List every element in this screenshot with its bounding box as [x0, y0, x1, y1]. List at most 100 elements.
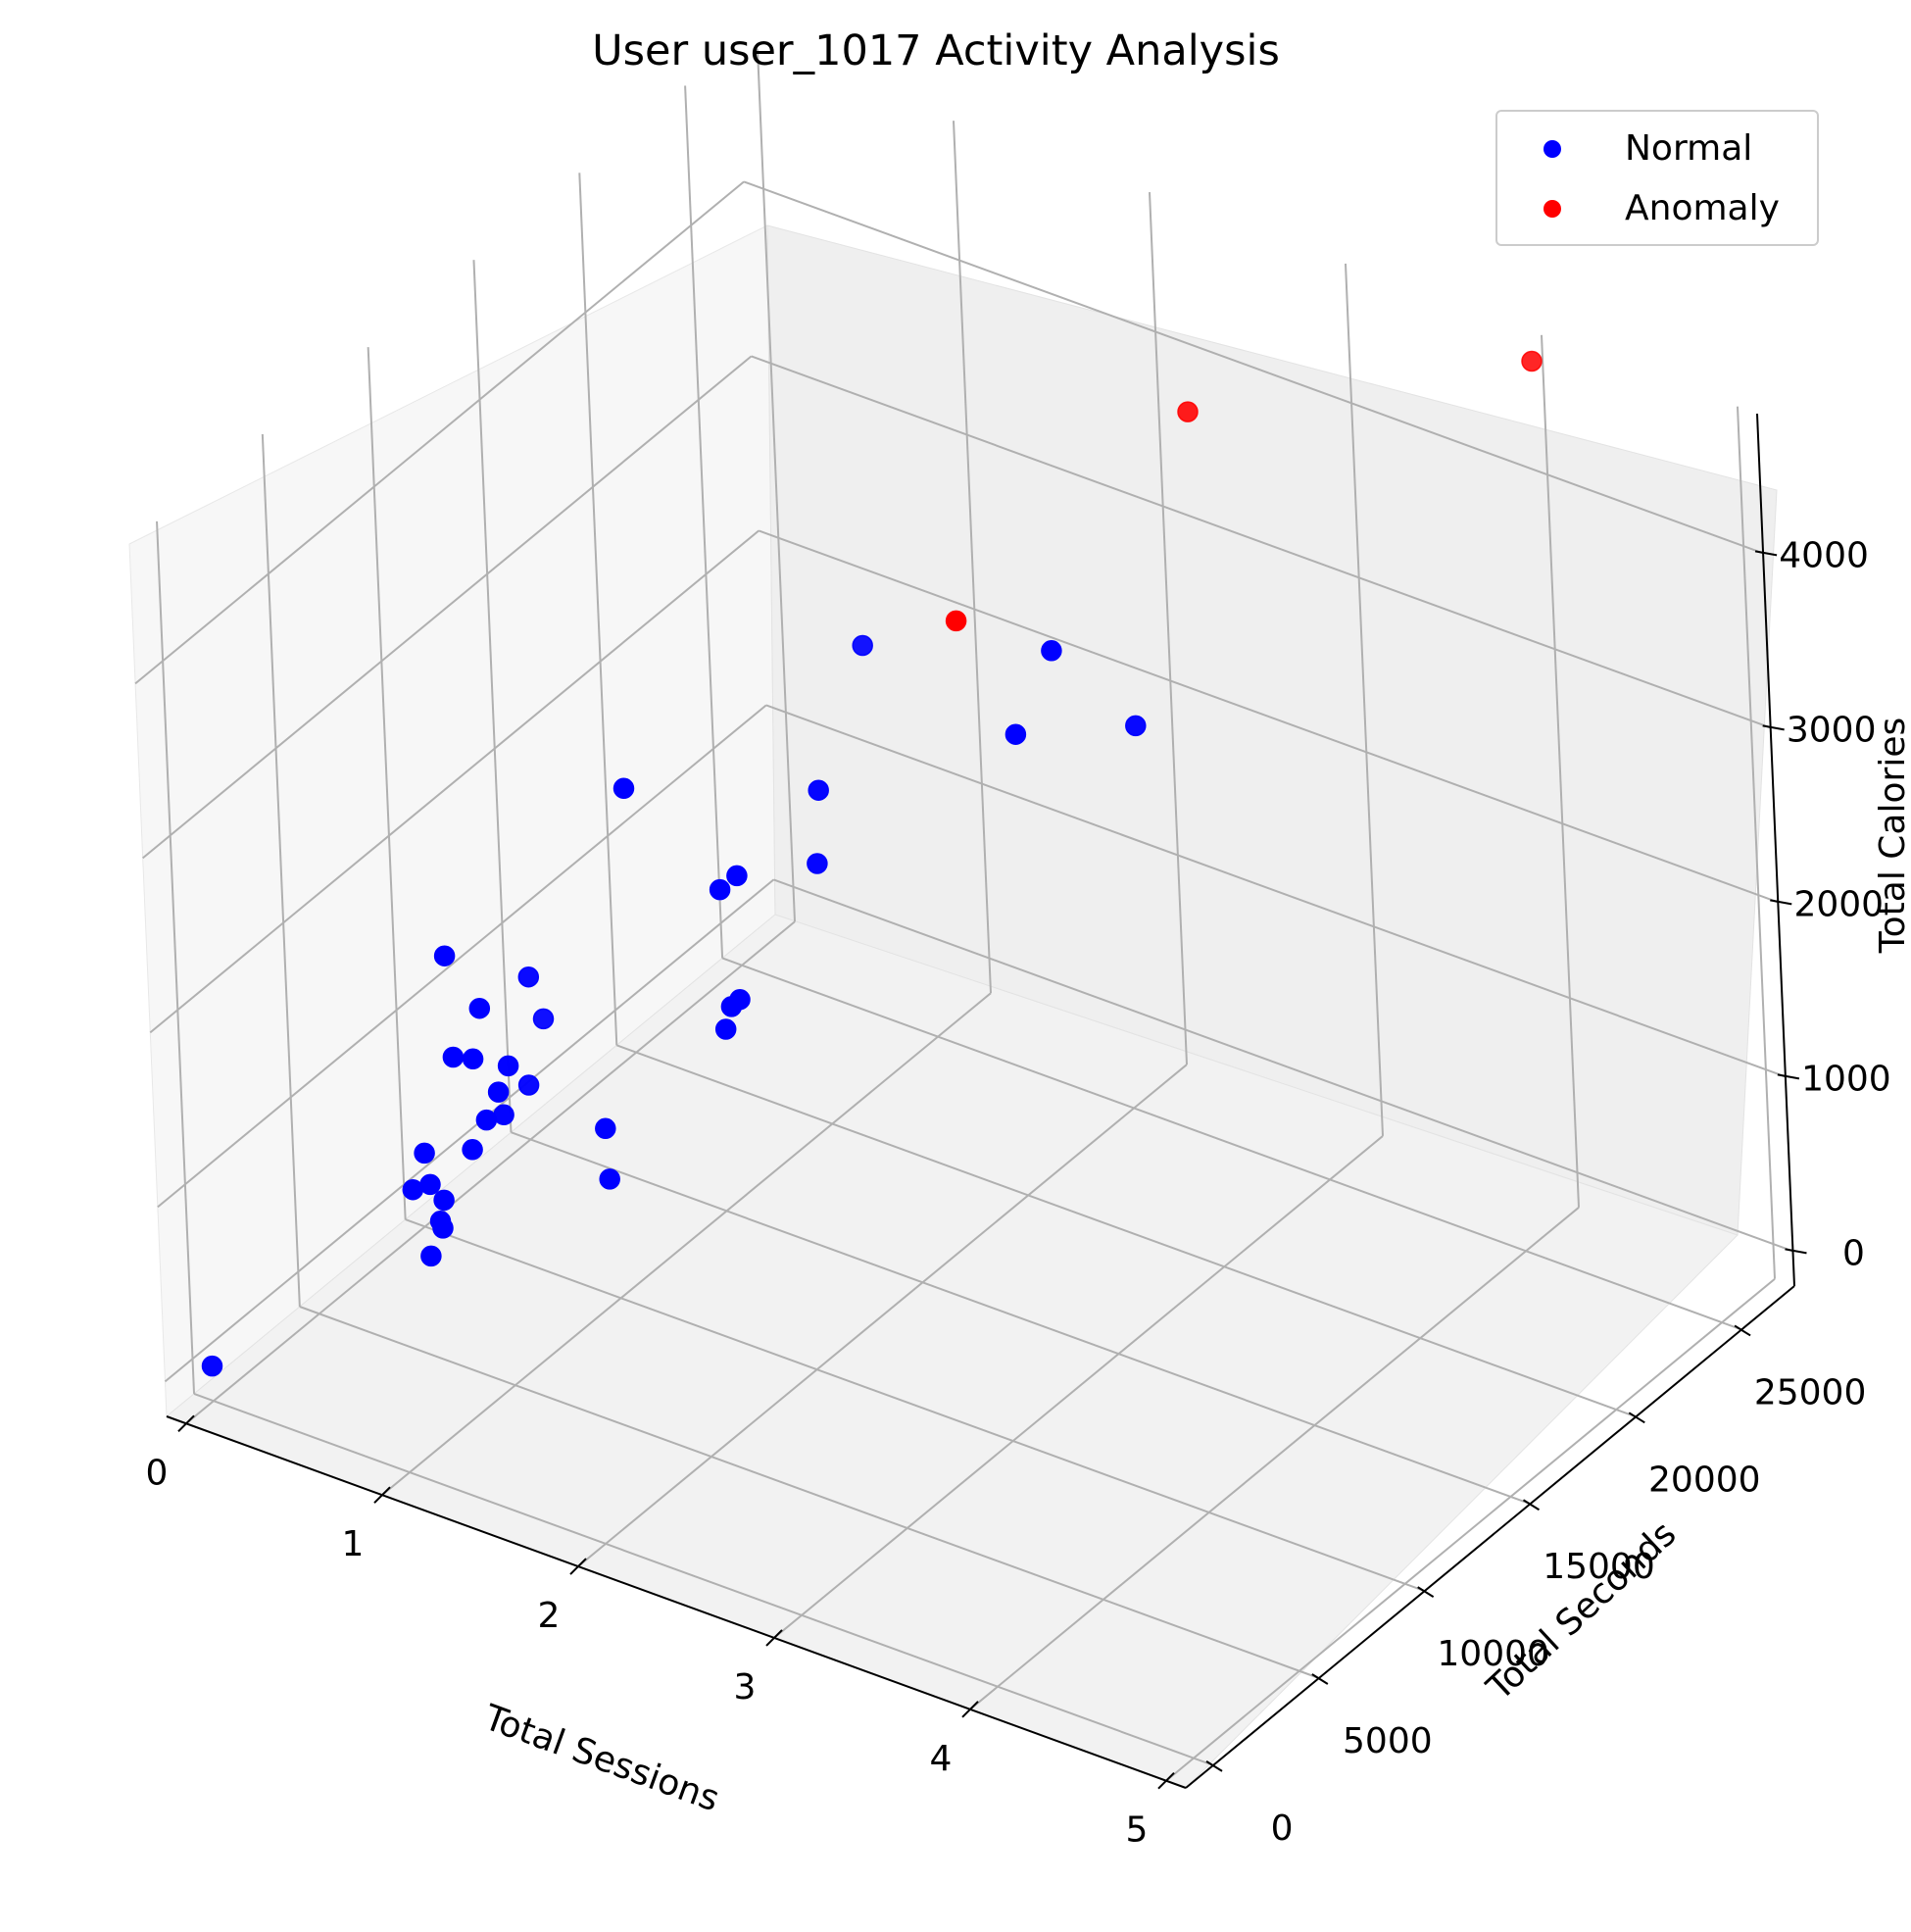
gridline-left-y	[578, 173, 618, 1046]
legend-label-anomaly: Anomaly	[1625, 188, 1780, 228]
gridline-left-y	[367, 347, 407, 1220]
z-tick-label: 4000	[1779, 535, 1869, 575]
x-tick-label: 0	[146, 1453, 169, 1493]
normal-point	[532, 1008, 555, 1030]
normal-point	[433, 945, 456, 966]
gridline-back-x	[1345, 263, 1384, 1136]
y-tick-label: 0	[1271, 1808, 1294, 1849]
gridline-left-z	[149, 529, 760, 1034]
normal-point	[612, 777, 635, 800]
gridline-back-z	[758, 529, 1779, 904]
gridline-left-y	[472, 260, 513, 1133]
gridline-left-z	[142, 355, 753, 860]
normal-point	[433, 1189, 455, 1212]
normal-point	[1004, 723, 1027, 745]
gridline-back-x	[953, 121, 992, 994]
normal-point	[714, 1018, 737, 1040]
anomaly-point	[945, 610, 967, 632]
normal-point	[709, 878, 731, 901]
gridline-left-y	[684, 85, 724, 959]
x-tick	[373, 1486, 391, 1504]
gridline-floor-x	[185, 920, 796, 1425]
x-tick	[961, 1701, 979, 1718]
chart-title: User user_1017 Activity Analysis	[592, 26, 1280, 75]
gridline-back-z	[751, 355, 1772, 729]
y-tick-label: 5000	[1343, 1721, 1433, 1761]
normal-point	[1125, 715, 1147, 737]
x-tick-label: 1	[342, 1524, 365, 1564]
normal-point	[432, 1217, 454, 1239]
normal-point	[807, 853, 828, 874]
y-tick	[1417, 1586, 1435, 1598]
gridline-floor-x	[577, 1064, 1188, 1567]
gridline-left-z	[157, 704, 767, 1209]
normal-point	[852, 634, 873, 657]
normal-point	[1041, 640, 1062, 662]
gridline-left-z	[164, 878, 775, 1383]
gridline-back-x	[757, 49, 796, 922]
z-tick	[1770, 899, 1792, 906]
x-axis-line	[166, 1415, 1187, 1789]
x-tick	[569, 1558, 587, 1575]
normal-point	[517, 966, 540, 988]
gridline-floor-x	[773, 1135, 1384, 1639]
gridline-back-x	[1541, 334, 1580, 1208]
x-axis-title: Total Sessions	[478, 1698, 724, 1820]
normal-point	[462, 1139, 483, 1161]
anomaly-point	[1521, 350, 1543, 372]
z-tick	[1785, 1248, 1807, 1255]
gridline-back-z	[743, 180, 1764, 555]
normal-point	[414, 1142, 435, 1164]
normal-point	[402, 1178, 424, 1201]
normal-point	[595, 1117, 616, 1140]
gridline-floor-x	[1165, 1277, 1776, 1782]
z-tick	[1777, 1073, 1800, 1080]
gridline-floor-y	[193, 1392, 1214, 1766]
y-axis-line	[1185, 1285, 1795, 1789]
legend: Normal Anomaly	[1495, 110, 1819, 246]
gridline-back-x	[1737, 406, 1776, 1279]
z-tick	[1762, 724, 1785, 731]
gridline-back-z	[765, 704, 1787, 1078]
gridline-left-y	[261, 433, 301, 1308]
gridline-left-y	[156, 520, 196, 1394]
z-axis-line	[1756, 413, 1795, 1287]
normal-point	[442, 1046, 465, 1068]
normal-point	[517, 1074, 540, 1096]
x-tick-label: 4	[930, 1739, 953, 1779]
data-points	[201, 350, 1543, 1377]
gridline-floor-x	[381, 992, 992, 1496]
y-tick-label: 15000	[1543, 1547, 1655, 1587]
anomaly-point	[1177, 401, 1199, 422]
x-tick-label: 2	[538, 1596, 561, 1636]
legend-marker-anomaly	[1544, 200, 1561, 218]
x-tick	[177, 1414, 195, 1432]
y-tick-label: 20000	[1648, 1460, 1761, 1500]
z-tick-label: 3000	[1787, 710, 1877, 750]
y-tick	[1628, 1412, 1645, 1424]
gridline-left-z	[134, 180, 745, 685]
normal-point	[729, 988, 751, 1011]
gridline-floor-y	[405, 1218, 1425, 1593]
y-tick	[1311, 1673, 1329, 1685]
x-tick	[765, 1629, 783, 1647]
gridline-floor-y	[721, 957, 1742, 1331]
normal-point	[462, 1048, 484, 1070]
z-tick	[1754, 550, 1778, 557]
legend-marker-normal	[1544, 140, 1561, 158]
legend-box	[1495, 110, 1819, 246]
normal-point	[487, 1081, 510, 1103]
z-tick-label: 2000	[1793, 884, 1884, 924]
z-tick-label: 0	[1842, 1233, 1865, 1273]
gridline-floor-y	[511, 1131, 1531, 1506]
grid-lines	[134, 49, 1793, 1782]
normal-point	[468, 997, 491, 1019]
gridline-floor-y	[615, 1044, 1637, 1418]
normal-point	[493, 1104, 514, 1126]
x-tick	[1157, 1772, 1175, 1790]
normal-point	[808, 779, 829, 801]
normal-point	[419, 1173, 441, 1196]
gridline-back-x	[1149, 192, 1188, 1065]
gridline-back-z	[773, 878, 1793, 1253]
